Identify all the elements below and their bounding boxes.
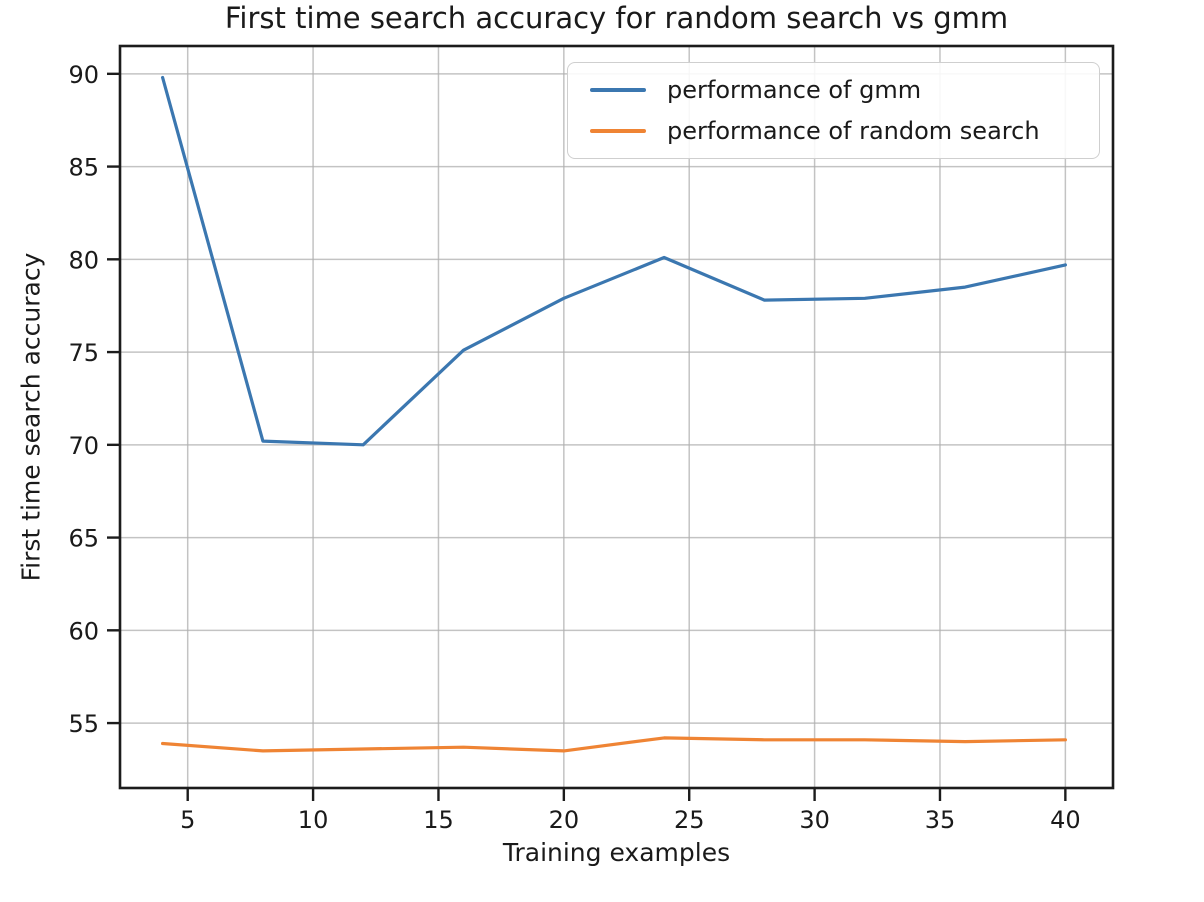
legend-label-random-search: performance of random search [667, 117, 1040, 145]
legend-line-gmm-icon [590, 88, 646, 92]
axes-frame [118, 44, 1115, 790]
x-tick-label: 40 [1050, 806, 1081, 834]
x-tick-label: 25 [674, 806, 705, 834]
x-axis-label: Training examples [502, 838, 731, 867]
y-tick-label: 90 [68, 61, 99, 89]
y-tick-label: 55 [68, 710, 99, 738]
series-line-random-search [161, 736, 1068, 753]
y-tick-label: 70 [68, 432, 99, 460]
y-axis-label: First time search accuracy [16, 252, 46, 582]
x-tick-label: 15 [423, 806, 454, 834]
grid-layer [120, 46, 1113, 788]
series-layer [161, 75, 1068, 753]
x-tick-label: 20 [549, 806, 580, 834]
y-tick-label: 80 [68, 246, 99, 274]
legend-entry-gmm: performance of gmm [590, 76, 1099, 104]
legend: performance of gmm performance of random… [567, 62, 1100, 159]
chart-title: First time search accuracy for random se… [224, 1, 1009, 35]
series-line-gmm [161, 75, 1068, 447]
y-tick-label: 85 [68, 154, 99, 182]
x-tick-label: 30 [799, 806, 830, 834]
x-tick-label: 5 [180, 806, 195, 834]
y-tick-label: 75 [68, 339, 99, 367]
x-tick-label: 10 [298, 806, 329, 834]
legend-line-random-search-icon [590, 129, 646, 133]
tick-label-layer: 5 10 15 20 25 30 35 40 55 60 65 70 75 80 85 90 [68, 61, 1080, 834]
x-tick-label: 35 [925, 806, 956, 834]
y-tick-label: 65 [68, 525, 99, 553]
legend-label-gmm: performance of gmm [667, 76, 922, 104]
tick-layer [107, 72, 1067, 801]
legend-entry-random-search: performance of random search [590, 117, 1099, 145]
y-tick-label: 60 [68, 617, 99, 645]
